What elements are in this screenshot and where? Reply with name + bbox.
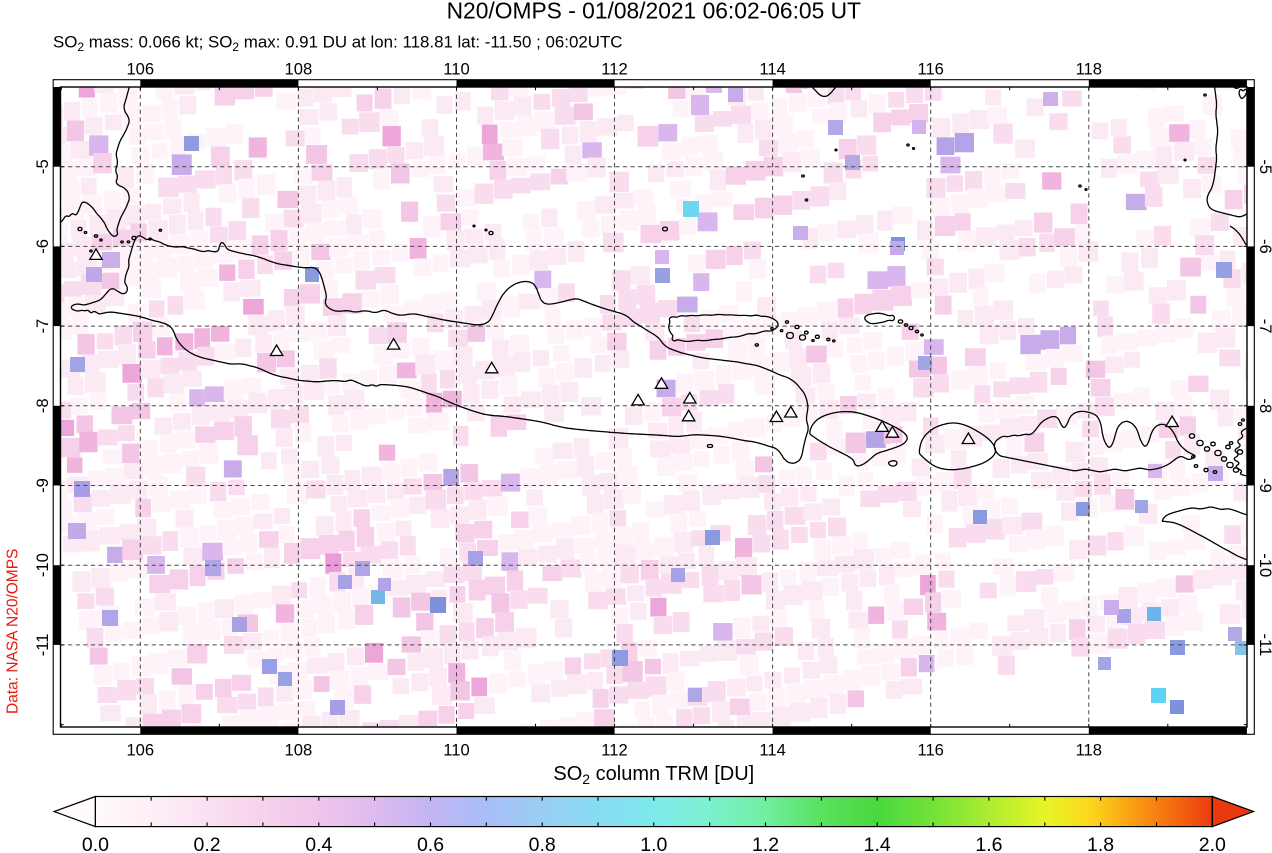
svg-text:-10: -10 (33, 553, 52, 577)
svg-text:116: 116 (917, 60, 943, 79)
svg-text:-7: -7 (33, 319, 52, 334)
svg-text:108: 108 (285, 60, 313, 79)
svg-text:SO2 column TRM [DU]: SO2 column TRM [DU] (553, 763, 754, 787)
svg-text:-5: -5 (33, 159, 52, 174)
svg-text:110: 110 (443, 741, 469, 760)
svg-text:N20/OMPS - 01/08/2021 06:02-06: N20/OMPS - 01/08/2021 06:02-06:05 UT (447, 0, 861, 24)
svg-text:106: 106 (126, 60, 154, 79)
svg-text:118: 118 (1076, 60, 1102, 79)
svg-text:-8: -8 (33, 398, 52, 413)
svg-text:116: 116 (917, 741, 943, 760)
svg-text:-9: -9 (1256, 478, 1272, 493)
svg-text:0.2: 0.2 (194, 834, 221, 853)
svg-text:Data: NASA N20/OMPS: Data: NASA N20/OMPS (5, 549, 22, 714)
svg-text:2.0: 2.0 (1199, 834, 1226, 853)
svg-text:110: 110 (443, 60, 469, 79)
svg-text:0.6: 0.6 (417, 834, 444, 853)
svg-text:-9: -9 (33, 478, 52, 493)
svg-text:-7: -7 (1256, 319, 1272, 334)
svg-text:-6: -6 (33, 239, 52, 254)
svg-text:1.0: 1.0 (640, 834, 667, 853)
svg-text:-6: -6 (1256, 239, 1272, 254)
svg-text:114: 114 (759, 60, 785, 79)
svg-text:0.4: 0.4 (305, 834, 332, 853)
svg-text:1.4: 1.4 (864, 834, 891, 853)
svg-text:-11: -11 (33, 634, 52, 657)
svg-text:112: 112 (601, 60, 627, 79)
svg-text:0.8: 0.8 (529, 834, 556, 853)
svg-text:108: 108 (285, 741, 313, 760)
svg-text:-10: -10 (1256, 553, 1272, 577)
svg-text:112: 112 (601, 741, 627, 760)
svg-text:1.6: 1.6 (975, 834, 1002, 853)
svg-text:118: 118 (1076, 741, 1102, 760)
svg-text:SO2 mass: 0.066 kt; SO2 max: 0: SO2 mass: 0.066 kt; SO2 max: 0.91 DU at … (53, 33, 622, 55)
svg-text:-5: -5 (1256, 159, 1272, 174)
svg-text:1.8: 1.8 (1087, 834, 1114, 853)
svg-text:1.2: 1.2 (752, 834, 779, 853)
svg-text:0.0: 0.0 (82, 834, 109, 853)
svg-text:-8: -8 (1256, 398, 1272, 413)
svg-text:114: 114 (759, 741, 785, 760)
svg-text:-11: -11 (1256, 634, 1272, 657)
svg-text:106: 106 (126, 741, 154, 760)
